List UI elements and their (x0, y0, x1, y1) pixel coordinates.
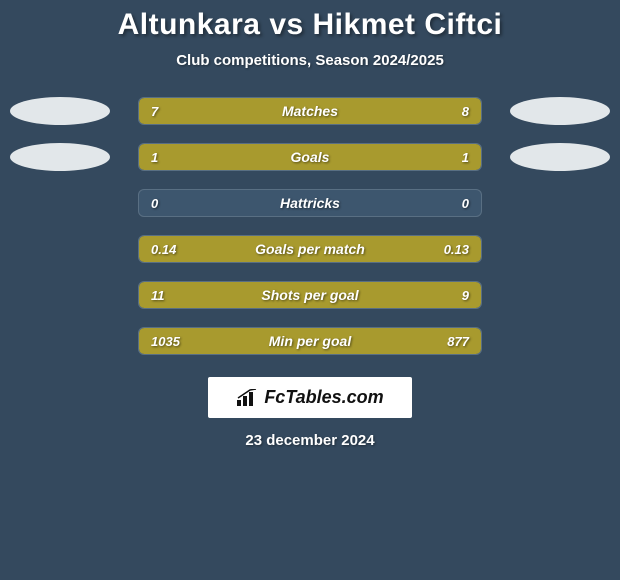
stat-bar: 0.140.13Goals per match (138, 235, 482, 263)
subtitle: Club competitions, Season 2024/2025 (176, 52, 444, 69)
player-left-marker (10, 97, 110, 125)
stat-bar: 78Matches (138, 97, 482, 125)
stat-label: Goals per match (139, 236, 481, 262)
player-left-marker (10, 143, 110, 171)
stat-row: 119Shots per goal (0, 281, 620, 309)
player-right-marker (510, 97, 610, 125)
stat-bar: 119Shots per goal (138, 281, 482, 309)
chart-icon (236, 389, 258, 407)
date-text: 23 december 2024 (245, 432, 374, 449)
player-right-marker (510, 143, 610, 171)
stat-bar: 11Goals (138, 143, 482, 171)
stat-label: Shots per goal (139, 282, 481, 308)
stat-bar: 00Hattricks (138, 189, 482, 217)
stat-row: 0.140.13Goals per match (0, 235, 620, 263)
stat-label: Matches (139, 98, 481, 124)
stat-label: Min per goal (139, 328, 481, 354)
stat-label: Hattricks (139, 190, 481, 216)
brand-text: FcTables.com (264, 387, 383, 408)
stat-rows: 78Matches 11Goals 00Hattricks 0.140.13Goals… (0, 97, 620, 355)
page-title: Altunkara vs Hikmet Ciftci (118, 8, 503, 42)
stat-row: 78Matches (0, 97, 620, 125)
stat-row: 11Goals (0, 143, 620, 171)
stat-row: 00Hattricks (0, 189, 620, 217)
stat-row: 1035877Min per goal (0, 327, 620, 355)
stat-label: Goals (139, 144, 481, 170)
stat-bar: 1035877Min per goal (138, 327, 482, 355)
brand-badge: FcTables.com (208, 377, 411, 418)
comparison-infographic: Altunkara vs Hikmet Ciftci Club competit… (0, 0, 620, 449)
